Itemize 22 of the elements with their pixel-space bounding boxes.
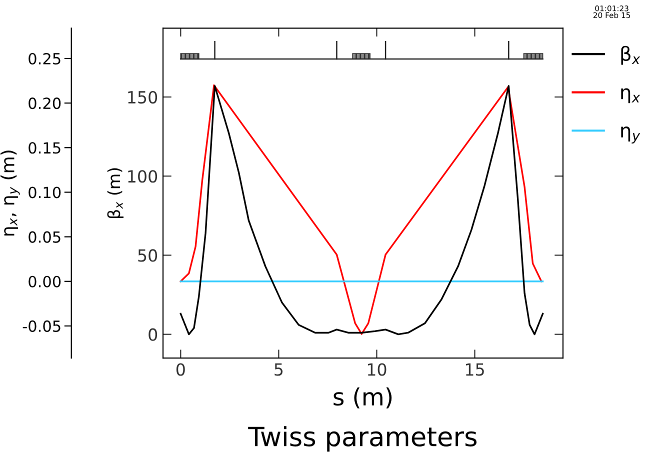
y2-tick-label: 0.10 (28, 186, 61, 198)
y2-axis-title: η$_{x}$, η$_{y}$ (m) (0, 150, 20, 236)
y-tick-label: 50 (138, 249, 158, 262)
y2-tick-label: 0.20 (28, 98, 61, 110)
y2-tick-label: 0.25 (28, 52, 60, 65)
x-tick-label: 15 (466, 363, 484, 376)
y2-tick-label: 0.05 (28, 231, 60, 243)
y-tick-label: 100 (128, 170, 158, 183)
y-tick-label: 0 (148, 328, 158, 341)
x-tick-label: 0 (176, 363, 185, 376)
legend-label: η$_{x}$ (621, 88, 640, 104)
y2-tick-label: 0.15 (28, 142, 60, 154)
legend-label: η$_{y}$ (621, 126, 640, 144)
x-tick-label: 10 (368, 363, 386, 376)
legend-label: β$_{x}$ (621, 46, 640, 65)
y2-tick-label: 0.00 (28, 276, 61, 288)
x-tick-label: 5 (274, 363, 283, 376)
y-tick-label: 150 (128, 90, 158, 104)
y2-tick-label: -0.05 (22, 320, 60, 332)
x-axis-title: s (m) (334, 387, 392, 408)
text: Twiss parameters (248, 426, 477, 452)
y-axis-title: β$_{x}$ (m) (107, 168, 124, 218)
